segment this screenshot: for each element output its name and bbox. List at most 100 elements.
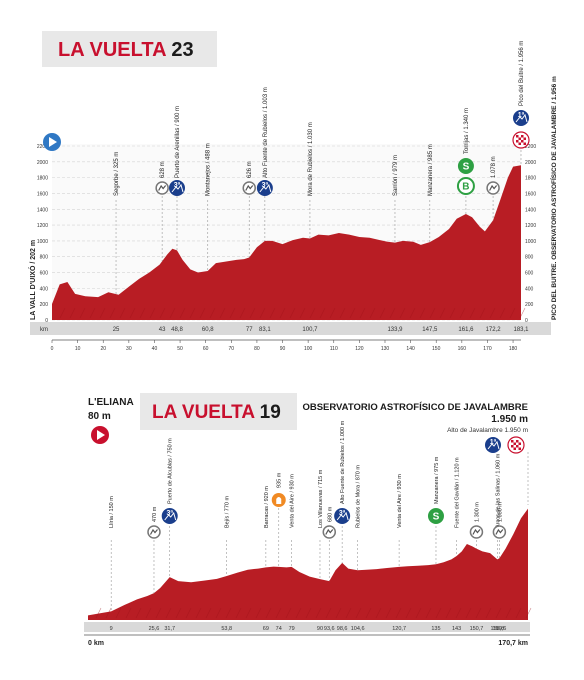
c2-texture-line (315, 607, 322, 619)
c2-poi-label: 935 m (277, 472, 283, 488)
c1-poi-finish-check (518, 137, 521, 140)
c2-poi-label: Manzanera / 975 m (434, 456, 440, 504)
c2-texture-line (175, 607, 182, 619)
c1-title: LA VUELTA 23 (58, 39, 194, 61)
c1-x-tick-label: 30 (126, 346, 132, 352)
c2-texture-line (205, 607, 212, 619)
c1-poi-mountain-icon (489, 184, 498, 191)
c2-texture-line (275, 607, 282, 619)
c2-texture-line (495, 607, 502, 619)
c1-texture-line (169, 307, 176, 319)
c2-texture-line (235, 607, 242, 619)
c1-x-tick-label: 120 (355, 346, 364, 352)
c1-x-tick-label: 130 (381, 346, 390, 352)
c1-km-mark: 161,6 (458, 327, 474, 333)
c1-x-tick-label: 60 (203, 346, 209, 352)
c1-y-tick-left: 200 (40, 302, 49, 308)
c2-poi-label: Bejís / 770 m (225, 495, 231, 528)
c1-y-tick-left: 0 (45, 318, 48, 324)
c1-y-tick-left: 600 (40, 271, 49, 277)
c1-texture-line (389, 307, 396, 319)
c2-texture-line (475, 607, 482, 619)
c1-km-mark: 133,9 (387, 327, 403, 333)
c2-texture-line (465, 607, 472, 619)
c1-poi-label: Sarrión / 979 m (393, 155, 399, 196)
c2-km-mark: 93,6 (324, 626, 335, 632)
c1-x-tick-label: 0 (51, 346, 54, 352)
c1-poi-finish-check (516, 135, 519, 138)
c1-texture-line (109, 307, 116, 319)
c2-poi-sprint-icon (427, 508, 444, 524)
c2-texture-line (385, 607, 392, 619)
c1-title-year: 23 (171, 39, 193, 61)
c1-texture-line (319, 307, 326, 319)
c2-poi-mountain-icon (472, 528, 481, 535)
c2-poi-label: 1.300 m (474, 502, 480, 522)
c2-texture-line (305, 607, 312, 619)
c1-poi-climb-cat-label: 3ª (262, 182, 269, 189)
c2-poi-label: Alto Fuente de Rubielos / 1.000 m (340, 420, 346, 504)
c2-texture-line (485, 607, 492, 619)
c1-poi-bonus-icon (456, 177, 475, 195)
c2-texture-line (415, 607, 422, 619)
c2-finish-finish-check (513, 447, 516, 450)
c1-texture-line (199, 307, 206, 319)
c1-y-tick-right: 1800 (525, 176, 536, 182)
c1-texture-line (89, 307, 96, 319)
c2-poi-label: 680 m (327, 506, 333, 522)
c2-finish-finish-check (516, 445, 519, 448)
c1-poi-mountain-icon (245, 184, 254, 191)
c1-texture-line (479, 307, 486, 319)
c2-finish-finish-check (511, 440, 514, 443)
c2-finish-finish-check (513, 442, 516, 445)
c2-start-name: L'ELIANA (88, 397, 134, 408)
c1-texture-line (379, 307, 386, 319)
c1-poi-climb-cat-label: 3ª (174, 182, 181, 189)
c1-poi-sprint-label: S (463, 162, 470, 173)
c2-texture-line (95, 607, 102, 619)
c1-poi-climb-mountain-icon (515, 113, 528, 123)
c1-km-mark: 172,2 (486, 327, 502, 333)
c1-start-label: LA VALL D'UIXÓ / 202 m (28, 240, 37, 320)
c2-texture-line (425, 607, 432, 619)
c1-texture-line (309, 307, 316, 319)
c1-y-tick-left: 1000 (37, 239, 48, 245)
c1-x-tick-label: 40 (152, 346, 158, 352)
c1-y-tick-right: 2000 (525, 160, 536, 166)
c1-y-tick-right: 600 (525, 271, 534, 277)
c2-finish-name: OBSERVATORIO ASTROFÍSICO DE JAVALAMBRE (302, 402, 528, 413)
vuelta19-stage-profile: LA VUELTA 19 L'ELIANA 80 m OBSERVATORIO AST… (84, 393, 532, 647)
c1-poi-label: Mora de Rubielos / 1.030 m (308, 122, 314, 196)
c2-km-mark: 150,7 (470, 626, 484, 632)
c1-texture-line (179, 307, 186, 319)
c1-poi-finish-check (523, 142, 526, 145)
c2-x-start-label: 0 km (88, 640, 104, 647)
c1-poi-finish-check (518, 142, 521, 145)
c2-km-mark: 25,6 (149, 626, 160, 632)
c2-finish-finish-check (516, 440, 519, 443)
c2-texture-line (515, 607, 522, 619)
c1-poi-label: Segorbe / 325 m (114, 152, 120, 196)
c1-texture-line (339, 307, 346, 319)
c1-y-tick-right: 0 (525, 318, 528, 324)
c2-title-brand: LA VUELTA (152, 402, 260, 423)
c2-x-end-label: 170,7 km (498, 640, 528, 647)
c1-y-tick-right: 1200 (525, 223, 536, 229)
c2-texture-line (325, 607, 332, 619)
c1-y-tick-left: 800 (40, 255, 49, 261)
c1-texture-line (219, 307, 226, 319)
c1-poi-label: Alto Fuente de Rubielos / 1.003 m (263, 87, 269, 178)
c2-texture-line (225, 607, 232, 619)
c2-poi-label: Venta del Aire / 930 m (397, 474, 403, 528)
c1-km-mark: 60,8 (202, 327, 214, 333)
c1-texture-line (59, 307, 66, 319)
c1-texture-line (259, 307, 266, 319)
c2-texture-line (265, 607, 272, 619)
c2-texture-line (445, 607, 452, 619)
c1-texture-line (399, 307, 406, 319)
c1-x-tick-label: 150 (432, 346, 441, 352)
c1-poi-climb-mountain-icon (259, 183, 272, 193)
c1-km-mark: 43 (159, 327, 166, 333)
c1-poi-finish-check (521, 140, 524, 143)
c1-poi-finish-check (523, 137, 526, 140)
